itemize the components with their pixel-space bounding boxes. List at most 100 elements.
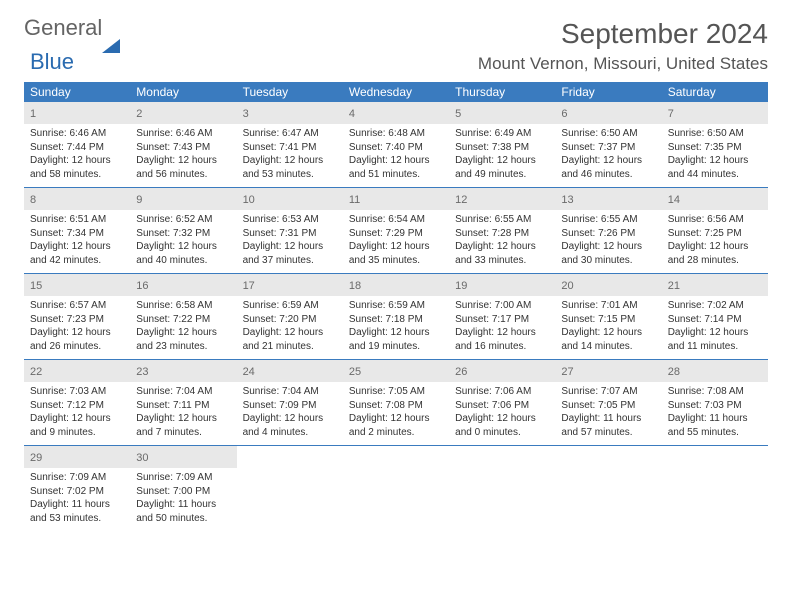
day-number: 20 (561, 280, 573, 292)
day-number: 14 (668, 194, 680, 206)
sunset-text: Sunset: 7:12 PM (30, 399, 124, 413)
day-header: Wednesday (343, 82, 449, 102)
daynum-bar: 4 (343, 102, 449, 124)
daylight-text: and 2 minutes. (349, 426, 443, 440)
day-number: 5 (455, 108, 461, 120)
day-cell: 23Sunrise: 7:04 AMSunset: 7:11 PMDayligh… (130, 360, 236, 445)
sunset-text: Sunset: 7:44 PM (30, 141, 124, 155)
daylight-text: and 30 minutes. (561, 254, 655, 268)
sunrise-text: Sunrise: 7:04 AM (243, 385, 337, 399)
daylight-text: and 23 minutes. (136, 340, 230, 354)
day-number: 6 (561, 108, 567, 120)
sunrise-text: Sunrise: 6:48 AM (349, 127, 443, 141)
sunrise-text: Sunrise: 7:03 AM (30, 385, 124, 399)
day-header: Thursday (449, 82, 555, 102)
day-cell (662, 446, 768, 531)
day-cell: 19Sunrise: 7:00 AMSunset: 7:17 PMDayligh… (449, 274, 555, 359)
daylight-text: and 53 minutes. (243, 168, 337, 182)
daynum-bar: 7 (662, 102, 768, 124)
day-number: 23 (136, 366, 148, 378)
day-number: 22 (30, 366, 42, 378)
daynum-bar: 6 (555, 102, 661, 124)
day-number: 19 (455, 280, 467, 292)
daylight-text: and 50 minutes. (136, 512, 230, 526)
week-row: 8Sunrise: 6:51 AMSunset: 7:34 PMDaylight… (24, 188, 768, 274)
title-block: September 2024 Mount Vernon, Missouri, U… (478, 18, 768, 74)
day-cell: 12Sunrise: 6:55 AMSunset: 7:28 PMDayligh… (449, 188, 555, 273)
daylight-text: Daylight: 12 hours (561, 154, 655, 168)
day-cell (449, 446, 555, 531)
daylight-text: and 58 minutes. (30, 168, 124, 182)
daynum-bar: 19 (449, 274, 555, 296)
sunrise-text: Sunrise: 7:08 AM (668, 385, 762, 399)
day-number: 29 (30, 452, 42, 464)
daylight-text: and 19 minutes. (349, 340, 443, 354)
daylight-text: Daylight: 12 hours (668, 240, 762, 254)
sunrise-text: Sunrise: 7:01 AM (561, 299, 655, 313)
sunrise-text: Sunrise: 6:59 AM (243, 299, 337, 313)
daylight-text: and 37 minutes. (243, 254, 337, 268)
daylight-text: Daylight: 12 hours (455, 240, 549, 254)
sunset-text: Sunset: 7:08 PM (349, 399, 443, 413)
sunset-text: Sunset: 7:06 PM (455, 399, 549, 413)
sunrise-text: Sunrise: 7:05 AM (349, 385, 443, 399)
day-cell: 26Sunrise: 7:06 AMSunset: 7:06 PMDayligh… (449, 360, 555, 445)
daynum-bar: 9 (130, 188, 236, 210)
sunset-text: Sunset: 7:00 PM (136, 485, 230, 499)
sunrise-text: Sunrise: 6:50 AM (561, 127, 655, 141)
daynum-bar: 22 (24, 360, 130, 382)
brand-logo: General Blue (24, 18, 120, 72)
day-number: 1 (30, 108, 36, 120)
sunrise-text: Sunrise: 7:07 AM (561, 385, 655, 399)
daylight-text: Daylight: 12 hours (30, 412, 124, 426)
daylight-text: Daylight: 12 hours (349, 326, 443, 340)
daylight-text: Daylight: 12 hours (349, 412, 443, 426)
day-cell: 1Sunrise: 6:46 AMSunset: 7:44 PMDaylight… (24, 102, 130, 187)
daynum-bar: 18 (343, 274, 449, 296)
calendar-page: General Blue September 2024 Mount Vernon… (0, 0, 792, 549)
daylight-text: Daylight: 12 hours (561, 326, 655, 340)
day-number: 3 (243, 108, 249, 120)
day-cell: 17Sunrise: 6:59 AMSunset: 7:20 PMDayligh… (237, 274, 343, 359)
day-number: 10 (243, 194, 255, 206)
daylight-text: Daylight: 12 hours (349, 154, 443, 168)
day-cell: 2Sunrise: 6:46 AMSunset: 7:43 PMDaylight… (130, 102, 236, 187)
day-number: 9 (136, 194, 142, 206)
daynum-bar: 24 (237, 360, 343, 382)
weeks-container: 1 Sunrise: 6:46 AM Sunset: 7:44 PM Daylight… (24, 102, 768, 531)
sunrise-text: Sunrise: 6:55 AM (455, 213, 549, 227)
day-cell (237, 446, 343, 531)
day-cell: 21Sunrise: 7:02 AMSunset: 7:14 PMDayligh… (662, 274, 768, 359)
day-number: 18 (349, 280, 361, 292)
sail-icon (102, 39, 120, 53)
day-cell: 6Sunrise: 6:50 AMSunset: 7:37 PMDaylight… (555, 102, 661, 187)
week-row: 15Sunrise: 6:57 AMSunset: 7:23 PMDayligh… (24, 274, 768, 360)
daynum-bar: 17 (237, 274, 343, 296)
sunrise-text: Sunrise: 7:06 AM (455, 385, 549, 399)
month-title: September 2024 (478, 18, 768, 50)
day-header: Tuesday (237, 82, 343, 102)
day-header: Monday (130, 82, 236, 102)
daynum-bar: 23 (130, 360, 236, 382)
sunrise-text: Sunrise: 6:47 AM (243, 127, 337, 141)
brand-word1: General (24, 18, 102, 38)
daylight-text: Daylight: 12 hours (455, 154, 549, 168)
week-row: 1 Sunrise: 6:46 AM Sunset: 7:44 PM Daylight… (24, 102, 768, 188)
daylight-text: Daylight: 12 hours (30, 326, 124, 340)
sunset-text: Sunset: 7:17 PM (455, 313, 549, 327)
sunrise-text: Sunrise: 6:46 AM (136, 127, 230, 141)
daylight-text: Daylight: 12 hours (30, 240, 124, 254)
day-cell (343, 446, 449, 531)
sunset-text: Sunset: 7:28 PM (455, 227, 549, 241)
page-header: General Blue September 2024 Mount Vernon… (24, 18, 768, 74)
daylight-text: and 33 minutes. (455, 254, 549, 268)
sunset-text: Sunset: 7:26 PM (561, 227, 655, 241)
daylight-text: and 53 minutes. (30, 512, 124, 526)
day-header: Sunday (24, 82, 130, 102)
daylight-text: Daylight: 12 hours (136, 154, 230, 168)
day-cell: 11Sunrise: 6:54 AMSunset: 7:29 PMDayligh… (343, 188, 449, 273)
sunset-text: Sunset: 7:38 PM (455, 141, 549, 155)
daylight-text: and 11 minutes. (668, 340, 762, 354)
daynum-bar: 21 (662, 274, 768, 296)
daynum-bar: 30 (130, 446, 236, 468)
